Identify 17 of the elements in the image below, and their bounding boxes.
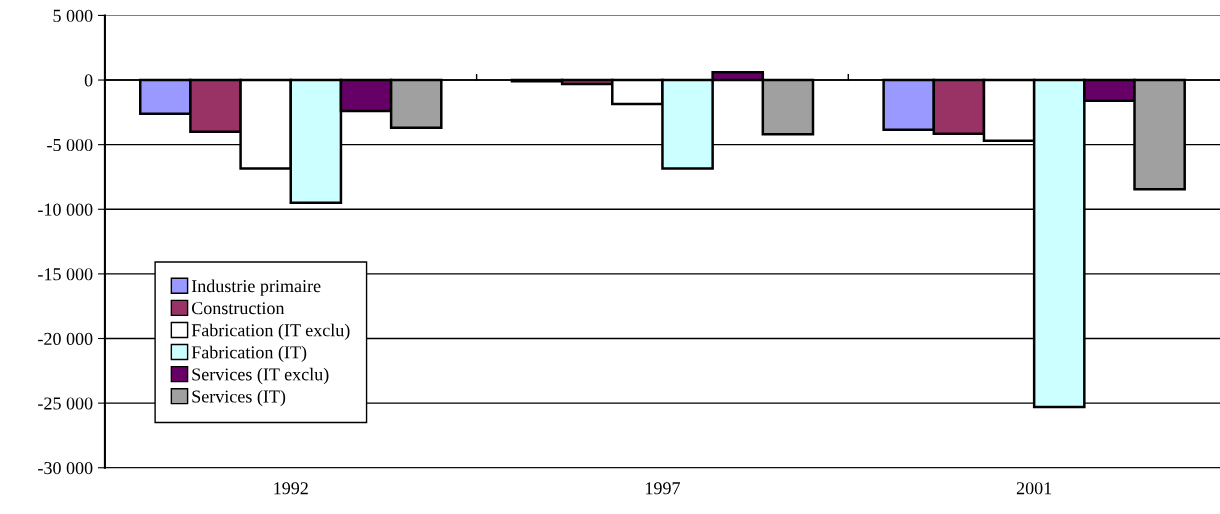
- y-tick-label: -25 000: [38, 397, 93, 410]
- y-tick-label: 5 000: [53, 9, 93, 22]
- x-tick-label: 1997: [645, 482, 680, 495]
- legend-label: Fabrication (IT exclu): [191, 323, 350, 341]
- legend-label: Fabrication (IT): [191, 345, 307, 363]
- y-tick-label: -30 000: [38, 462, 93, 475]
- legend-label: Construction: [191, 302, 285, 315]
- y-tick-label: 0: [84, 74, 93, 87]
- legend-label: Services (IT): [192, 389, 286, 407]
- legend-label: Services (IT exclu): [192, 367, 329, 385]
- legend-label: Industrie primaire: [191, 279, 321, 296]
- x-tick-label: 2001: [1016, 482, 1052, 495]
- x-tick-label: 1992: [274, 482, 308, 495]
- y-tick-label: -15 000: [38, 268, 93, 281]
- y-tick-label: -10 000: [38, 203, 93, 216]
- y-tick-label: -5 000: [47, 138, 93, 152]
- y-tick-label: -20 000: [38, 332, 93, 345]
